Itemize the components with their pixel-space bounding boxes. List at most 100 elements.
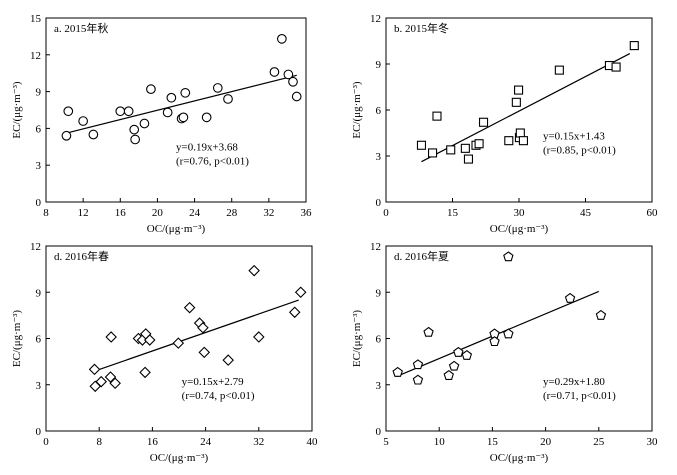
pentagon-marker <box>412 359 424 370</box>
square-marker <box>463 154 474 164</box>
square-marker <box>432 111 442 121</box>
x-axis-label: OC/(μg·m⁻³) <box>490 452 549 464</box>
diamond-marker <box>198 346 211 359</box>
regression-stats: (r=0.71, p<0.01) <box>543 390 616 402</box>
circle-marker <box>115 106 126 117</box>
square-marker <box>554 65 564 75</box>
x-tick-label: 40 <box>307 436 319 448</box>
x-tick-label: 45 <box>580 207 592 219</box>
y-tick-label: 12 <box>370 13 381 25</box>
x-tick-label: 12 <box>78 207 89 219</box>
circle-marker <box>78 116 88 126</box>
regression-equation: y=0.29x+1.80 <box>543 376 605 388</box>
circle-marker <box>146 84 156 94</box>
circle-marker <box>283 69 294 80</box>
regression-stats: (r=0.85, p<0.01) <box>543 144 616 156</box>
y-tick-label: 12 <box>30 50 41 62</box>
panel-title: b. 2015年冬 <box>394 21 449 35</box>
diamond-marker <box>109 377 121 389</box>
y-tick-label: 6 <box>376 334 382 346</box>
regression-stats: (r=0.74, p<0.01) <box>182 390 255 402</box>
square-marker <box>518 136 528 146</box>
circle-marker <box>223 94 233 104</box>
x-tick-label: 32 <box>253 436 264 448</box>
x-tick-label: 8 <box>96 436 102 448</box>
pentagon-marker <box>392 366 403 377</box>
y-tick-label: 9 <box>376 287 382 299</box>
diamond-marker <box>104 371 117 383</box>
pentagon-marker <box>503 251 514 262</box>
y-tick-label: 6 <box>36 334 42 346</box>
circle-marker <box>277 34 287 44</box>
diamond-marker <box>105 331 117 343</box>
pentagon-marker <box>423 326 434 337</box>
diamond-marker <box>248 264 260 277</box>
regression-equation: y=0.19x+3.68 <box>176 141 238 153</box>
y-axis-label: EC/(μg·m⁻³) <box>11 310 23 367</box>
y-tick-label: 9 <box>36 287 42 299</box>
y-tick-label: 3 <box>36 380 42 392</box>
square-marker <box>611 62 621 72</box>
pentagon-marker <box>443 370 454 380</box>
circle-marker <box>61 130 72 141</box>
x-tick-label: 30 <box>514 207 526 219</box>
pentagon-marker <box>412 374 424 385</box>
y-tick-label: 0 <box>36 197 42 209</box>
y-tick-label: 9 <box>376 59 382 71</box>
y-axis-label: EC/(μg·m⁻³) <box>351 81 363 138</box>
x-tick-label: 24 <box>189 207 201 219</box>
x-tick-label: 8 <box>43 207 49 219</box>
square-marker <box>629 41 639 51</box>
circle-marker <box>201 112 212 123</box>
square-marker <box>474 139 484 149</box>
diamond-marker <box>288 306 301 319</box>
x-tick-label: 0 <box>43 436 49 448</box>
panel-b: 0 15 30 45 60 0 3 6 9 12 b. 2015年冬 OC/(μg·m⁻³) EC/(μ… <box>351 13 658 235</box>
pentagon-marker <box>489 336 500 347</box>
y-tick-label: 0 <box>36 426 42 438</box>
square-marker <box>460 143 470 153</box>
x-axis-label: OC/(μg·m⁻³) <box>490 223 549 235</box>
circle-marker <box>269 67 280 77</box>
circle-marker <box>288 76 298 87</box>
y-tick-label: 3 <box>376 380 382 392</box>
circle-marker <box>180 87 191 98</box>
circle-marker <box>123 106 134 117</box>
regression-line <box>64 74 297 135</box>
y-tick-label: 6 <box>36 123 42 135</box>
diamond-marker <box>294 286 307 299</box>
plot-frame <box>45 17 307 203</box>
x-tick-label: 15 <box>487 436 499 448</box>
x-tick-label: 20 <box>152 207 164 219</box>
circle-marker <box>88 129 99 140</box>
square-marker <box>427 148 438 158</box>
x-tick-label: 30 <box>647 436 659 448</box>
circle-marker <box>212 83 223 93</box>
diamond-marker <box>197 321 209 334</box>
square-marker <box>504 136 514 146</box>
pentagon-marker <box>503 328 514 339</box>
regression-equation: y=0.15x+2.79 <box>182 376 244 388</box>
x-tick-label: 28 <box>226 207 238 219</box>
diamond-marker <box>222 354 234 366</box>
y-tick-label: 12 <box>370 241 381 253</box>
square-marker <box>446 145 456 155</box>
panel-d: 5 10 15 20 25 30 0 3 6 9 12 d. 2016年夏 OC/(μg·m⁻³) EC/… <box>351 241 658 464</box>
regression-stats: (r=0.76, p<0.01) <box>176 155 249 167</box>
circle-marker <box>178 112 189 123</box>
panel-c: 0 8 16 24 32 40 0 3 6 9 12 d. 2016年春 OC/(μg·m⁻³) EC/(… <box>11 241 318 464</box>
panel-title: d. 2016年春 <box>54 249 109 263</box>
circle-marker <box>63 106 74 117</box>
pentagon-marker <box>453 346 464 357</box>
square-marker <box>478 117 489 127</box>
y-axis-label: EC/(μg·m⁻³) <box>11 81 23 138</box>
y-axis-label: EC/(μg·m⁻³) <box>351 310 363 367</box>
regression-equation: y=0.15x+1.43 <box>543 130 605 142</box>
circle-marker <box>166 92 177 103</box>
pentagon-marker <box>448 360 460 371</box>
panel-title: a. 2015年秋 <box>54 21 108 35</box>
diamond-marker <box>183 301 196 314</box>
regression-line <box>92 299 299 373</box>
x-tick-label: 36 <box>301 207 313 219</box>
y-tick-label: 3 <box>376 151 382 163</box>
